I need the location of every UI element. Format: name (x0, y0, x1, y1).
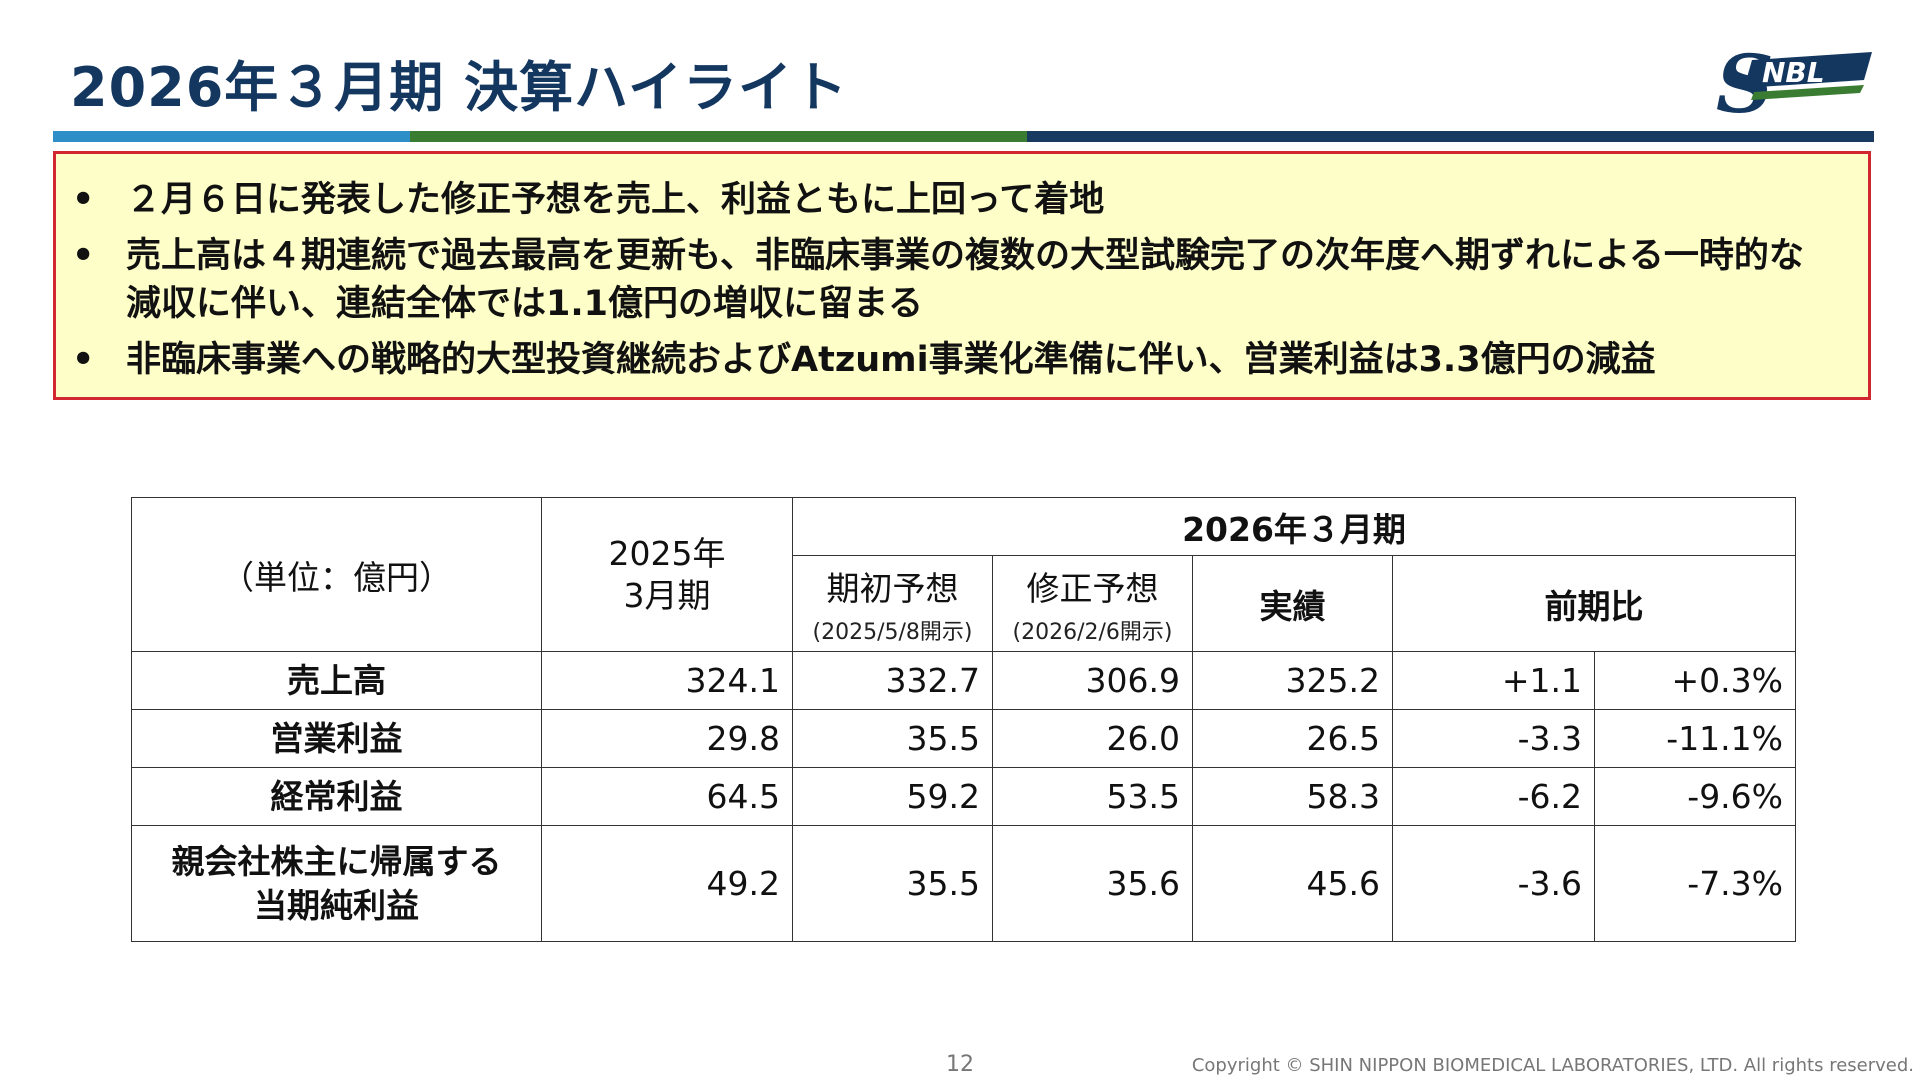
yoy-diff: -3.3 (1392, 709, 1595, 768)
prev-value: 324.1 (541, 651, 793, 710)
prev-value: 49.2 (541, 825, 793, 942)
revised-forecast-note: (2026/2/6開示) (1012, 619, 1173, 645)
row-label: 売上高 (131, 651, 542, 710)
yoy-pct: +0.3% (1593, 651, 1797, 710)
table-header-row: （単位：億円） 2025年 3月期 2026年３月期 (131, 497, 1797, 652)
initial-value: 59.2 (792, 767, 993, 826)
highlight-item: • 売上高は４期連続で過去最高を更新も、非臨床事業の複数の大型試験完了の次年度へ期… (56, 232, 1868, 328)
svg-text:NBL: NBL (1762, 56, 1825, 89)
bullet-icon: • (72, 340, 95, 380)
table-subheader-row: 期初予想 (2025/5/8開示) 修正予想 (2026/2/6開示) 実績 前… (132, 555, 1797, 652)
header-stripe-navy (1027, 131, 1874, 142)
yoy-pct: -9.6% (1593, 767, 1797, 826)
table-row: 親会社株主に帰属する 当期純利益 49.2 35.5 35.6 45.6 -3.… (131, 825, 1797, 942)
header-stripe-blue (53, 131, 410, 142)
prev-value: 64.5 (541, 767, 793, 826)
revised-value: 26.0 (992, 709, 1193, 768)
initial-forecast-header: 期初予想 (2025/5/8開示) (792, 555, 993, 652)
yoy-pct: -7.3% (1593, 825, 1797, 942)
prev-value: 29.8 (541, 709, 793, 768)
current-year-header: 2026年３月期 (791, 497, 1797, 556)
page-number: 12 (946, 1052, 974, 1077)
yoy-diff: +1.1 (1392, 651, 1595, 710)
initial-value: 332.7 (792, 651, 993, 710)
row-label: 親会社株主に帰属する 当期純利益 (131, 825, 542, 942)
table-row: 営業利益 29.8 35.5 26.0 26.5 -3.3 -11.1% (131, 709, 1797, 768)
initial-value: 35.5 (792, 709, 993, 768)
initial-value: 35.5 (792, 825, 993, 942)
initial-forecast-note: (2025/5/8開示) (812, 619, 973, 645)
copyright-notice: Copyright © SHIN NIPPON BIOMEDICAL LABOR… (1191, 1055, 1914, 1076)
revised-value: 306.9 (992, 651, 1193, 710)
actual-value: 325.2 (1192, 651, 1393, 710)
revised-value: 35.6 (992, 825, 1193, 942)
table-row: 経常利益 64.5 59.2 53.5 58.3 -6.2 -9.6% (131, 767, 1797, 826)
highlight-text: 売上高は４期連続で過去最高を更新も、非臨床事業の複数の大型試験完了の次年度へ期ず… (126, 236, 1804, 324)
yoy-diff: -3.6 (1392, 825, 1595, 942)
actual-header: 実績 (1192, 555, 1393, 652)
yoy-diff: -6.2 (1392, 767, 1595, 826)
highlight-text: ２月６日に発表した修正予想を売上、利益ともに上回って着地 (126, 180, 1105, 220)
initial-forecast-title: 期初予想 (826, 568, 959, 608)
table-row: 売上高 324.1 332.7 306.9 325.2 +1.1 +0.3% (131, 651, 1797, 710)
revised-forecast-title: 修正予想 (1026, 568, 1159, 608)
highlight-item: • ２月６日に発表した修正予想を売上、利益ともに上回って着地 (56, 176, 1868, 224)
bullet-icon: • (72, 180, 95, 220)
financial-results-table: （単位：億円） 2025年 3月期 2026年３月期 期初予想 (2025/5/… (131, 497, 1797, 942)
row-label: 経常利益 (131, 767, 542, 826)
unit-label: （単位：億円） (131, 497, 542, 652)
highlight-text: 非臨床事業への戦略的大型投資継続およびAtzumi事業化準備に伴い、営業利益は3… (126, 340, 1656, 380)
prev-year-header: 2025年 3月期 (541, 497, 793, 652)
revised-forecast-header: 修正予想 (2026/2/6開示) (992, 555, 1193, 652)
actual-value: 58.3 (1192, 767, 1393, 826)
actual-value: 45.6 (1192, 825, 1393, 942)
bullet-icon: • (72, 236, 95, 276)
yoy-pct: -11.1% (1593, 709, 1797, 768)
highlights-box: • ２月６日に発表した修正予想を売上、利益ともに上回って着地 • 売上高は４期連続で… (53, 151, 1871, 400)
highlight-item: • 非臨床事業への戦略的大型投資継続およびAtzumi事業化準備に伴い、営業利益は… (56, 336, 1868, 384)
yoy-header: 前期比 (1391, 555, 1797, 652)
revised-value: 53.5 (992, 767, 1193, 826)
row-label: 営業利益 (131, 709, 542, 768)
actual-value: 26.5 (1192, 709, 1393, 768)
company-logo: S NBL (1716, 38, 1872, 124)
highlights-list: • ２月６日に発表した修正予想を売上、利益ともに上回って着地 • 売上高は４期連続で… (56, 154, 1868, 384)
header-stripe-green (410, 131, 1027, 142)
page-title: 2026年３月期 決算ハイライト (70, 56, 849, 119)
